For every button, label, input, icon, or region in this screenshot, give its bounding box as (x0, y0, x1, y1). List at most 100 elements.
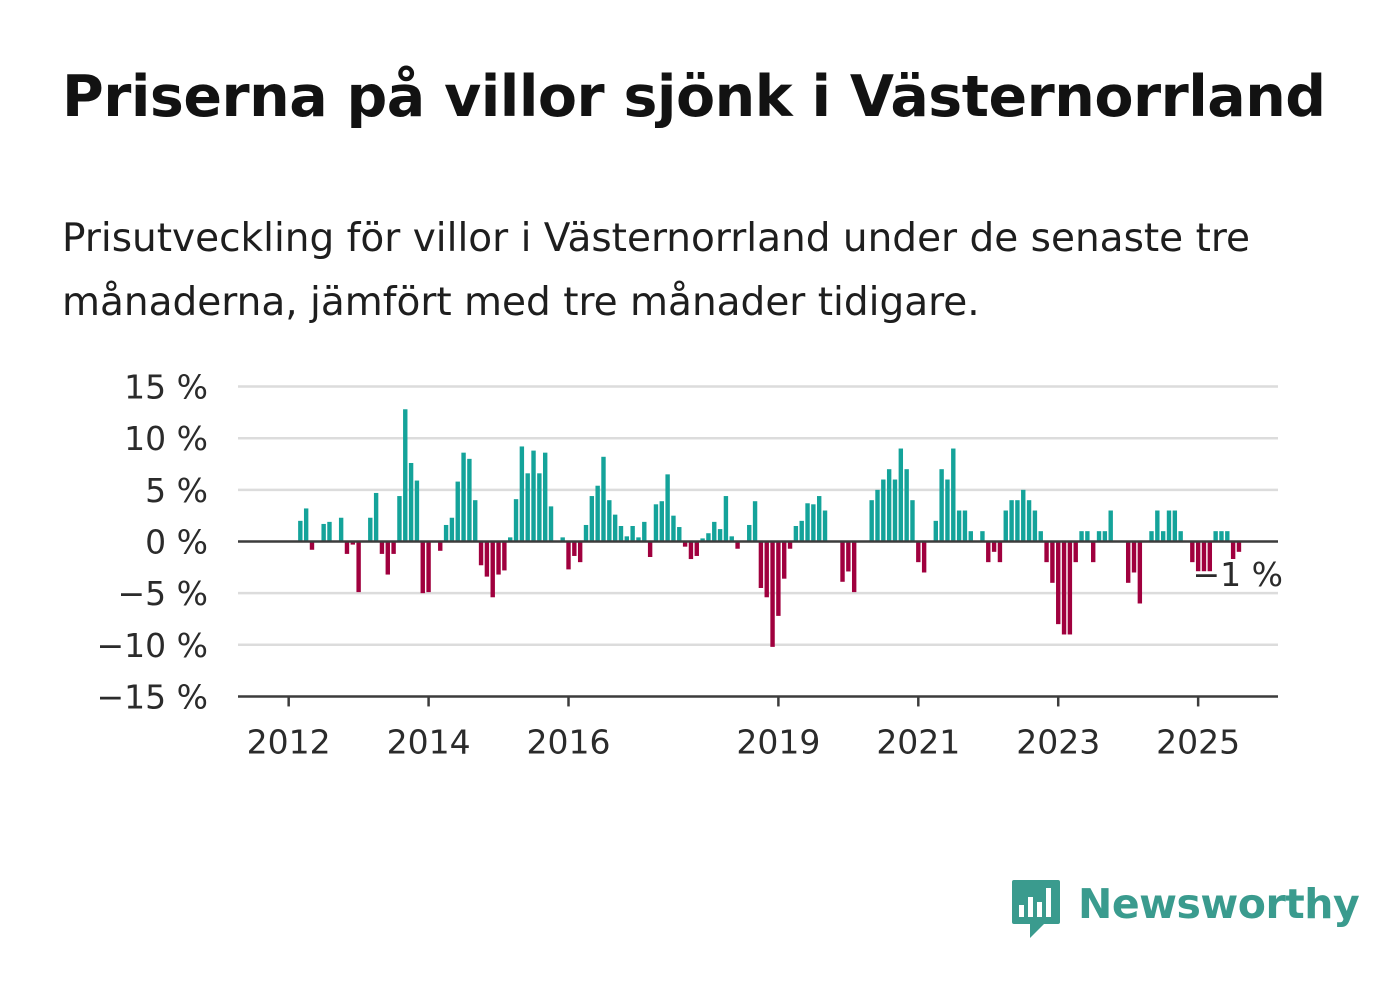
bar (846, 541, 851, 572)
bar (1073, 541, 1078, 563)
bar (426, 541, 431, 593)
bar (706, 533, 711, 542)
bar (1003, 510, 1008, 542)
bar (1108, 510, 1113, 542)
bar (327, 521, 332, 542)
last-value-label: −1 % (1192, 555, 1283, 594)
bar (665, 474, 670, 542)
bar (636, 537, 641, 542)
bar (712, 521, 717, 542)
bar (356, 541, 361, 593)
bar (951, 448, 956, 542)
bar (502, 541, 507, 571)
bar (624, 536, 630, 542)
y-tick-label: −10 % (97, 626, 209, 665)
bar (805, 503, 810, 542)
bar (391, 541, 396, 554)
bar (1236, 541, 1242, 552)
y-tick-label: 5 % (145, 471, 208, 510)
bar (630, 526, 635, 542)
x-tick-label: 2012 (247, 722, 331, 761)
bar (659, 501, 664, 542)
bar (1015, 500, 1020, 542)
bar (787, 541, 793, 549)
y-tick-label: 0 % (145, 523, 208, 562)
bar (851, 541, 857, 593)
bar (904, 469, 909, 542)
bar (560, 537, 565, 542)
newsworthy-bar-chart-icon (1012, 880, 1060, 938)
bar (991, 541, 997, 552)
bar (1085, 531, 1090, 542)
bar (1172, 510, 1178, 542)
bar (1225, 531, 1230, 542)
bar (373, 492, 379, 542)
bar (473, 500, 478, 542)
y-tick-label: −15 % (97, 677, 209, 716)
bar (321, 523, 326, 542)
bar (1149, 531, 1154, 542)
bar (601, 456, 606, 542)
bar (572, 541, 577, 556)
x-tick-label: 2025 (1156, 722, 1240, 761)
x-tick-label: 2023 (1016, 722, 1100, 761)
bar (1061, 541, 1067, 635)
bar (682, 541, 688, 547)
bar (508, 537, 513, 542)
bar (869, 500, 874, 542)
y-tick-label: −5 % (118, 574, 209, 613)
bar (770, 541, 775, 647)
axes: 15 % 10 % 5 % 0 % −5 % −10 % −15 % 2012 2014 2016… (97, 368, 1286, 762)
bar (945, 479, 950, 542)
bar (782, 541, 787, 579)
bar (484, 541, 490, 577)
bar (758, 541, 764, 588)
bar (595, 485, 600, 542)
bar (403, 409, 408, 542)
bar (1155, 510, 1160, 542)
bar (1009, 500, 1014, 542)
y-tick-label: 15 % (124, 368, 208, 407)
brand-name: Newsworthy (1078, 880, 1360, 928)
bar (980, 531, 985, 542)
bar (735, 541, 740, 549)
bar (962, 510, 968, 542)
chart-title: Priserna på villor sjönk i Västernorrlan… (62, 64, 1326, 130)
bar (589, 496, 595, 542)
bar (1067, 541, 1073, 635)
bar (1190, 541, 1195, 563)
y-tick-label: 10 % (124, 419, 208, 458)
bar (408, 462, 414, 542)
x-tick-label: 2019 (736, 722, 820, 761)
bar (461, 452, 466, 542)
bar (968, 531, 973, 542)
bar (817, 496, 822, 542)
bar (729, 536, 734, 542)
bar (496, 541, 501, 575)
bar (1050, 541, 1055, 583)
bar (1102, 531, 1108, 542)
bar (723, 496, 729, 542)
bar (694, 541, 699, 556)
bar (700, 538, 705, 542)
bar (671, 515, 676, 542)
bar (1131, 541, 1137, 573)
bar (438, 541, 443, 551)
bar (443, 524, 449, 542)
bar (1195, 541, 1201, 573)
bar (1091, 541, 1096, 563)
bar (752, 501, 758, 542)
bar (1125, 541, 1131, 583)
bar (956, 510, 962, 542)
chart-subtitle: Prisutveckling för villor i Västernorrla… (62, 216, 1251, 325)
bar (379, 541, 385, 554)
bar (881, 479, 886, 542)
bar (1044, 541, 1049, 563)
bar (642, 521, 647, 542)
bar (583, 524, 589, 542)
bar (1160, 531, 1166, 542)
bar (478, 541, 484, 566)
x-tick-label: 2021 (876, 722, 960, 761)
bar (776, 541, 781, 616)
x-tick-label: 2014 (387, 722, 471, 761)
